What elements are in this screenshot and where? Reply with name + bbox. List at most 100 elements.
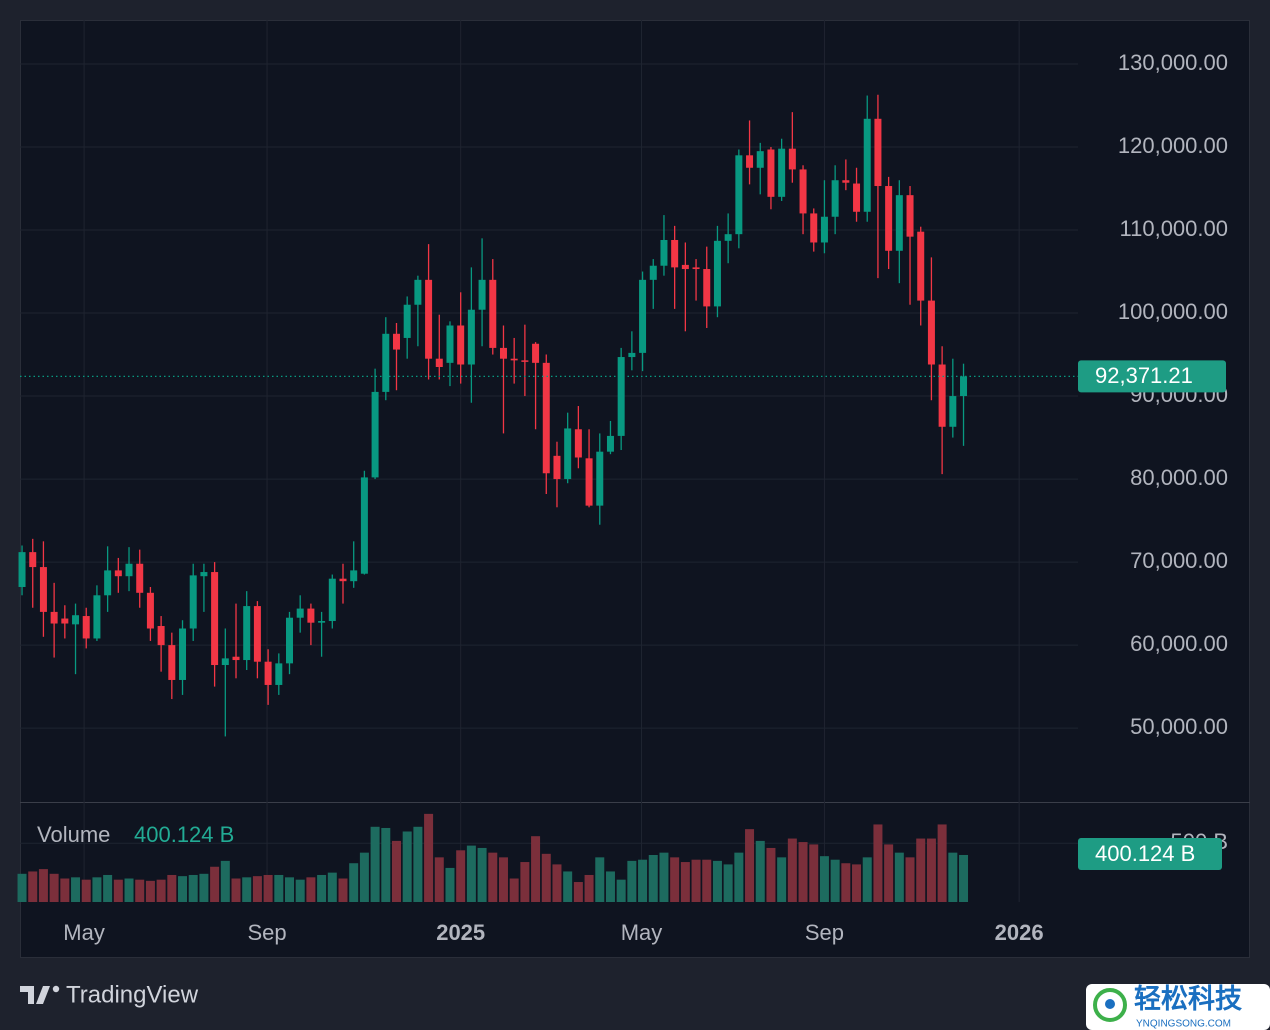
volume-value: 400.124 B (134, 822, 234, 847)
candle-body (927, 300, 935, 365)
volume-bar (71, 877, 81, 902)
grid (20, 20, 1078, 902)
volume-bar (798, 842, 808, 902)
volume-bar (274, 874, 284, 902)
volume-bar (252, 876, 262, 902)
candle-body (574, 429, 582, 458)
candle-body (157, 626, 165, 646)
candle-body (628, 352, 636, 358)
volume-bar (370, 826, 380, 902)
volume-bar (498, 857, 508, 902)
volume-bar (210, 866, 220, 902)
candle-body (906, 195, 914, 237)
brand: TradingView (66, 981, 199, 1008)
watermark-url: YNQINGSONG.COM (1136, 1019, 1231, 1030)
candle-body (499, 347, 507, 359)
volume-bar (285, 877, 295, 902)
y-tick-label: 60,000.00 (1130, 631, 1228, 656)
volume-bar (531, 836, 541, 902)
candle-body (39, 567, 47, 612)
volume-pane (17, 813, 969, 902)
volume-bar (349, 863, 359, 902)
candle-body (788, 148, 796, 170)
candle-body (350, 570, 358, 582)
volume-bar (178, 876, 188, 902)
volume-bar (509, 878, 519, 902)
volume-bar (445, 867, 455, 902)
x-tick-label: Sep (805, 920, 844, 945)
candle-body (585, 458, 593, 506)
volume-bar (156, 879, 166, 902)
candle-body (457, 325, 465, 365)
candles (18, 94, 968, 737)
candle-body (382, 333, 390, 392)
candle-body (221, 658, 229, 666)
logo-icon (20, 986, 50, 1004)
volume-bar (92, 877, 102, 902)
candle-body (532, 343, 540, 363)
volume-bar (862, 857, 872, 902)
candle-body (50, 611, 58, 624)
candle-body (863, 118, 871, 212)
volume-title: Volume (37, 822, 110, 847)
candle-body (649, 265, 657, 280)
volume-bar (734, 852, 744, 902)
volume-bar (381, 827, 391, 902)
candle-body (895, 195, 903, 251)
candle-body (842, 180, 850, 183)
volume-bar (81, 879, 91, 902)
candle-body (542, 362, 550, 474)
candle-body (660, 239, 668, 266)
volume-bar (884, 844, 894, 902)
candle-body (275, 663, 283, 685)
candle-body (296, 608, 304, 618)
candle-body (104, 570, 112, 596)
candle-body (371, 391, 379, 478)
candle-body (93, 595, 101, 639)
candle-body (200, 572, 208, 577)
volume-bar (145, 880, 155, 902)
y-tick-label: 110,000.00 (1120, 216, 1228, 241)
volume-bar (38, 869, 48, 902)
volume-bar (830, 859, 840, 902)
watermark-icon-dot (1105, 999, 1115, 1009)
watermark-title: 轻松科技 (1134, 984, 1242, 1014)
price-badge (1078, 360, 1226, 393)
volume-bar (466, 845, 476, 902)
volume-bar (263, 874, 273, 902)
volume-bar (167, 874, 177, 902)
candle-body (467, 309, 475, 365)
candle-body (360, 477, 368, 574)
volume-bar (916, 838, 926, 902)
volume-bar (49, 873, 59, 902)
candle-body (703, 269, 711, 307)
candle-body (189, 575, 197, 629)
volume-badge (1078, 837, 1222, 870)
candle-body (168, 645, 176, 680)
volume-bar (199, 873, 209, 902)
badges: 92,371.21 400.124 B (20, 360, 1226, 870)
candle-body (724, 234, 732, 241)
candle-body (307, 608, 315, 623)
candle-body (639, 279, 647, 353)
volume-bar (520, 862, 530, 902)
candle-body (746, 155, 754, 168)
y-tick-label: 100,000.00 (1118, 299, 1228, 324)
volume-bar (28, 871, 38, 902)
candle-body (917, 231, 925, 301)
candle-body (72, 615, 80, 625)
volume-bar (777, 857, 787, 902)
volume-bar (691, 859, 701, 902)
chart-pane (20, 20, 1250, 958)
candle-body (885, 186, 893, 251)
x-tick-label: Sep (247, 920, 286, 945)
volume-bar (905, 857, 915, 902)
volume-bar (787, 838, 797, 902)
volume-bar (113, 879, 123, 902)
candle-body (692, 267, 700, 270)
volume-bar (541, 853, 551, 902)
volume-bar (456, 850, 466, 902)
candle-body (713, 240, 721, 307)
volume-bar (60, 878, 70, 902)
candle-body (853, 183, 861, 212)
